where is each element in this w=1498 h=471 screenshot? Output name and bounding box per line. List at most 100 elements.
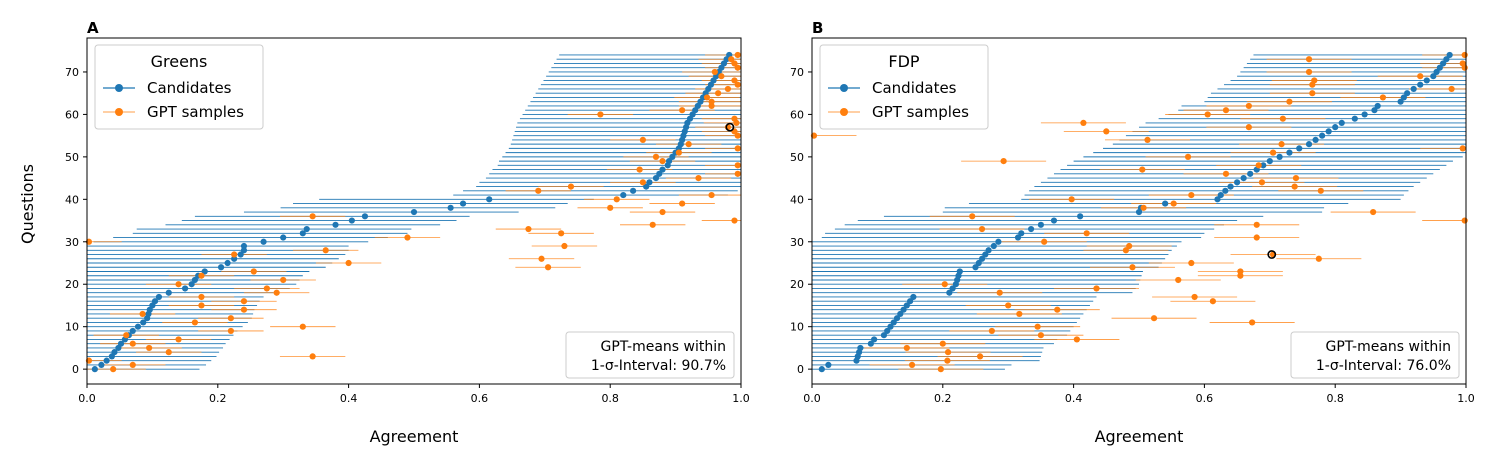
- gpt-point: [1000, 158, 1007, 165]
- gpt-point: [695, 174, 702, 182]
- gpt-point: [679, 200, 686, 207]
- candidate-point: [1234, 179, 1241, 186]
- candidate-point: [956, 268, 963, 275]
- gpt-point: [1245, 102, 1252, 110]
- candidate-point: [887, 323, 894, 330]
- gpt-point: [996, 289, 1003, 296]
- legend-label: GPT samples: [147, 103, 244, 121]
- gpt-point: [1054, 306, 1061, 313]
- candidate-point: [1260, 162, 1267, 169]
- gpt-point: [937, 366, 944, 373]
- gpt-point: [345, 259, 352, 267]
- x-tick-label: 0.2: [209, 392, 227, 405]
- gpt-point: [561, 242, 568, 250]
- candidate-point: [1018, 230, 1025, 237]
- gpt-point: [240, 298, 248, 305]
- gpt-point: [1041, 238, 1048, 245]
- candidate-point: [182, 285, 189, 292]
- gpt-point: [1191, 293, 1198, 301]
- highlight-marker: [725, 122, 735, 132]
- gpt-point: [1129, 264, 1136, 271]
- candidate-point: [825, 361, 832, 368]
- candidate-point: [231, 255, 238, 262]
- candidate-point: [1286, 149, 1293, 156]
- gpt-point: [1126, 242, 1133, 250]
- x-tick-label: 0.8: [601, 392, 619, 405]
- candidate-point: [237, 251, 244, 258]
- y-tick-label: 20: [790, 278, 804, 291]
- candidate-point: [1400, 94, 1407, 101]
- gpt-point: [1309, 90, 1316, 97]
- gpt-point: [1278, 141, 1285, 148]
- candidate-point: [1351, 115, 1358, 122]
- candidate-point: [447, 204, 454, 211]
- gpt-point: [1083, 230, 1090, 237]
- gpt-point: [1291, 183, 1298, 190]
- gpt-point: [309, 213, 316, 220]
- gpt-point: [273, 289, 280, 296]
- candidate-point: [155, 293, 163, 301]
- candidate-point: [1443, 56, 1450, 63]
- candidate-point: [201, 268, 208, 275]
- gpt-point: [734, 145, 741, 152]
- plot-frame: [86, 37, 742, 385]
- highlight-marker: [1267, 250, 1277, 259]
- gpt-point: [231, 251, 238, 258]
- candidate-point: [98, 361, 105, 368]
- gpt-point: [1080, 119, 1087, 127]
- y-tick-label: 60: [790, 108, 804, 121]
- y-tick-label: 0: [797, 363, 804, 376]
- gpt-point: [734, 170, 741, 177]
- gpt-point: [404, 234, 411, 241]
- legend-label: Candidates: [147, 79, 232, 97]
- candidate-point: [134, 323, 142, 330]
- candidate-point: [299, 230, 306, 237]
- gpt-point: [198, 302, 205, 309]
- gpt-point: [1311, 77, 1318, 84]
- legend-label: GPT samples: [872, 103, 969, 121]
- gpt-point: [1103, 128, 1110, 135]
- candidate-point: [191, 276, 199, 284]
- candidate-point: [949, 285, 956, 292]
- gpt-point: [976, 353, 984, 360]
- candidate-point: [1446, 51, 1453, 59]
- candidate-point: [332, 221, 339, 228]
- panel-a: 0.0 0.2 0.4 0.6 0.8 1.0 0 10 20 30 40 50 60 70 Agreeme…: [65, 19, 750, 446]
- candidate-point: [91, 366, 98, 373]
- annotation-line-1: GPT-means within: [600, 339, 726, 355]
- candidate-point: [111, 349, 118, 356]
- x-tick-label: 0.0: [78, 392, 96, 405]
- gpt-point: [1073, 336, 1080, 343]
- gpt-point: [944, 357, 951, 364]
- gpt-point: [1459, 145, 1466, 152]
- gpt-point: [1279, 115, 1286, 122]
- gpt-point: [734, 132, 741, 139]
- gpt-point: [123, 332, 130, 339]
- candidate-point: [1217, 191, 1224, 199]
- gpt-point: [708, 98, 715, 105]
- candidate-point: [1430, 73, 1437, 80]
- gpt-point: [1255, 162, 1262, 169]
- candidate-point: [217, 264, 225, 271]
- panel-label: B: [812, 19, 823, 37]
- candidate-point: [669, 153, 676, 160]
- gpt-point: [198, 272, 205, 279]
- gpt-point: [175, 336, 182, 343]
- gpt-point: [1461, 51, 1468, 59]
- x-tick-label: 0.6: [471, 392, 489, 405]
- gpt-point: [1175, 276, 1182, 284]
- gpt-point: [567, 183, 575, 190]
- gpt-point: [731, 77, 738, 84]
- gpt-point: [175, 281, 182, 288]
- gpt-point: [724, 85, 732, 93]
- candidate-point: [990, 242, 997, 250]
- legend-title: Greens: [151, 52, 208, 71]
- gpt-point: [1222, 170, 1230, 177]
- gpt-point: [1184, 153, 1192, 160]
- candidate-point: [260, 238, 267, 245]
- gpt-point: [1245, 124, 1252, 131]
- gpt-point: [597, 111, 604, 118]
- y-tick-label: 0: [72, 363, 79, 376]
- y-tick-label: 20: [65, 278, 79, 291]
